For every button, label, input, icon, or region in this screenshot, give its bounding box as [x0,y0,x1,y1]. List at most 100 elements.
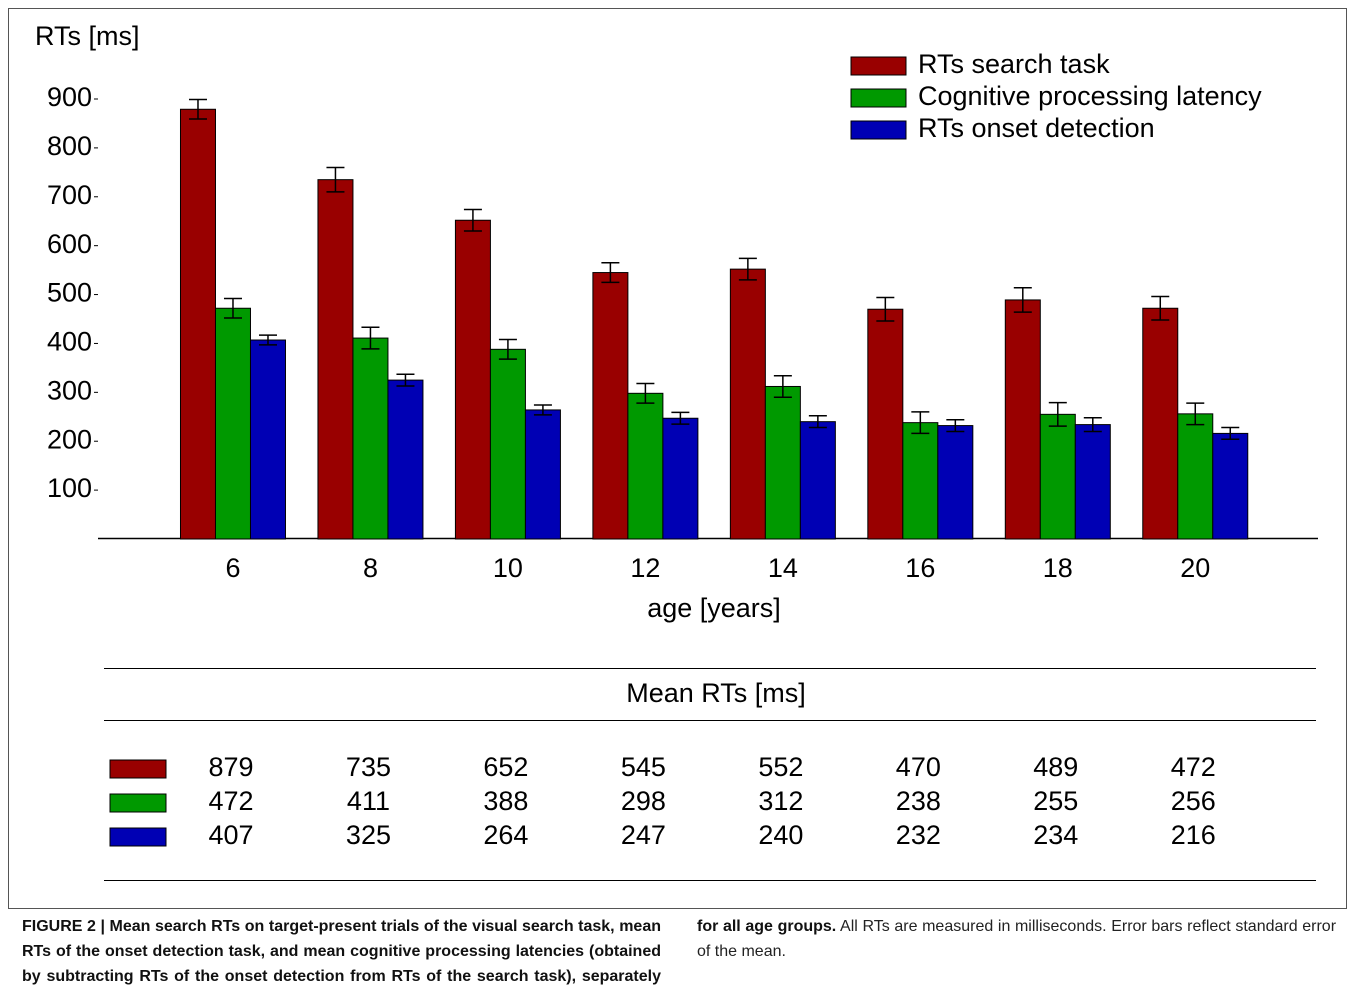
table-value: 411 [347,786,390,816]
table-value: 545 [621,752,666,782]
chart: RTs [ms] age [years] Mean RTs [ms] 100 20… [8,8,1347,909]
bar [1142,307,1179,540]
bar [1212,432,1249,540]
table-value: 652 [483,752,528,782]
table-swatch [109,759,167,779]
legend-label: RTs search task [918,49,1110,79]
legend-swatch [850,120,907,140]
x-tick-label: 16 [905,553,935,583]
error-bar [946,418,965,433]
bar [489,348,526,540]
y-tick-label: 100 [47,473,92,503]
table-value: 264 [483,820,528,850]
legend-label: RTs onset detection [918,113,1155,143]
table-value: 256 [1171,786,1216,816]
error-bar [1083,417,1102,433]
x-tick-label: 8 [363,553,378,583]
x-tick-label: 14 [768,553,798,583]
table-value: 407 [208,820,253,850]
table-value: 240 [758,820,803,850]
bar [1004,299,1041,540]
error-bar [671,411,690,425]
table-value: 238 [896,786,941,816]
table-swatch [109,793,167,813]
error-bar [498,338,517,360]
x-tick-label: 20 [1180,553,1210,583]
error-bar [808,415,827,429]
y-tick-label: 600 [47,229,92,259]
table-swatch [109,827,167,847]
x-tick-label: 6 [225,553,240,583]
bar [729,268,766,540]
table-value: 472 [208,786,253,816]
error-bar [223,297,242,319]
table-value: 298 [621,786,666,816]
error-bar [326,166,345,193]
table-value: 255 [1033,786,1078,816]
error-bar [188,98,207,120]
x-tick-label: 10 [493,553,523,583]
table-value: 312 [758,786,803,816]
error-bar [601,262,620,284]
bar [214,307,251,540]
bar [454,219,491,540]
error-bar [396,373,415,387]
error-bar [911,411,930,435]
caption-text: All RTs are measured in milliseconds. Er… [697,918,1337,960]
y-axis-label: RTs [ms] [35,21,140,51]
x-tick-label: 12 [630,553,660,583]
table-title: Mean RTs [ms] [626,678,806,708]
error-bar [1186,402,1205,426]
error-bar [463,208,482,232]
bar [764,385,801,540]
x-tick-label: 18 [1043,553,1073,583]
y-tick-label: 300 [47,375,92,405]
table-value: 234 [1033,820,1078,850]
bar [592,272,629,540]
caption-bold: FIGURE 2 | Mean search RTs on target-pre… [22,918,837,985]
table-value: 325 [346,820,391,850]
table-value: 247 [621,820,666,850]
error-bar [636,382,655,404]
bar [902,422,939,540]
bar [352,337,389,540]
table-value: 489 [1033,752,1078,782]
table-value: 232 [896,820,941,850]
y-tick-label: 200 [47,424,92,454]
bar [1177,413,1214,540]
x-axis-label: age [years] [647,593,781,623]
y-tick-label: 400 [47,327,92,357]
error-bar [738,257,757,281]
bar [179,108,216,540]
table-value: 472 [1171,752,1216,782]
bar [867,308,904,540]
bar [662,417,699,540]
bar [1039,413,1076,540]
caption: FIGURE 2 | Mean search RTs on target-pre… [22,914,1336,989]
y-tick-label: 700 [47,180,92,210]
bar [317,179,354,540]
bar [627,392,664,540]
bar [1074,424,1111,540]
error-bar [773,374,792,398]
y-tick-label: 500 [47,278,92,308]
table-value: 388 [483,786,528,816]
frame [8,8,1347,909]
y-tick-label: 900 [47,82,92,112]
table-value: 470 [896,752,941,782]
table-value: 216 [1171,820,1216,850]
error-bar [361,326,380,350]
error-bar [1151,295,1170,321]
bar [249,339,286,540]
error-bar [533,404,552,416]
bar [799,421,836,540]
y-tick-label: 800 [47,131,92,161]
legend-swatch [850,56,907,76]
error-bar [1048,401,1067,427]
bar [524,409,561,540]
error-bar [258,334,277,346]
error-bar [1013,286,1032,313]
bar [387,379,424,540]
error-bar [876,296,895,322]
